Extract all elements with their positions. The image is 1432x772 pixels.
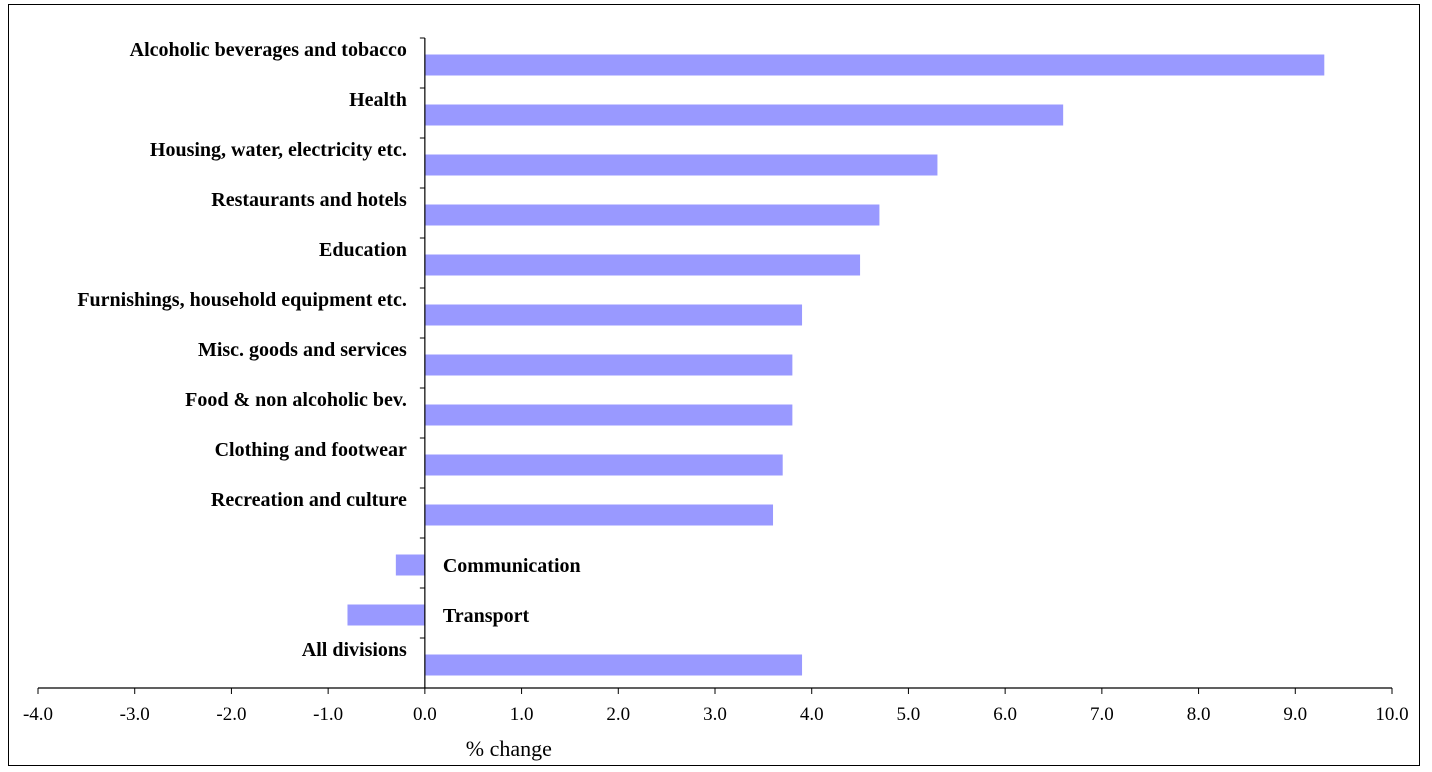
x-tick-label: 1.0 xyxy=(510,704,534,725)
x-axis-title: % change xyxy=(466,736,552,761)
x-tick-label: 7.0 xyxy=(1090,704,1114,725)
category-label: Misc. goods and services xyxy=(198,339,407,361)
x-tick-label: 9.0 xyxy=(1283,704,1307,725)
x-tick-label: 10.0 xyxy=(1375,704,1408,725)
bar xyxy=(424,404,793,426)
bar xyxy=(395,554,425,576)
category-label: Recreation and culture xyxy=(211,489,407,511)
category-label: Transport xyxy=(443,605,530,627)
bar xyxy=(424,504,774,526)
category-label: Food & non alcoholic bev. xyxy=(185,389,407,411)
bar xyxy=(424,654,803,676)
bar xyxy=(424,54,1325,76)
x-tick-label: -2.0 xyxy=(216,704,246,725)
x-tick-label: -1.0 xyxy=(313,704,343,725)
x-tick-label: -4.0 xyxy=(23,704,53,725)
category-label: Communication xyxy=(443,555,581,577)
bar xyxy=(347,604,425,626)
bar xyxy=(424,304,803,326)
x-tick-label: 5.0 xyxy=(897,704,921,725)
category-label: Housing, water, electricity etc. xyxy=(150,139,407,161)
category-labels: Alcoholic beverages and tobacco Health Hou… xyxy=(77,39,580,661)
x-tick-label: -3.0 xyxy=(120,704,150,725)
bar xyxy=(424,104,1064,126)
category-label: Alcoholic beverages and tobacco xyxy=(130,39,407,61)
x-tick-label: 6.0 xyxy=(993,704,1017,725)
category-label: Health xyxy=(349,89,407,111)
bar xyxy=(424,204,880,226)
category-label: All divisions xyxy=(302,639,407,661)
bars xyxy=(347,54,1325,676)
bar xyxy=(424,454,783,476)
bar xyxy=(424,154,938,176)
y-axis-ticks xyxy=(419,37,425,689)
category-label: Education xyxy=(319,239,407,261)
chart-frame xyxy=(8,4,1420,766)
bar xyxy=(424,254,861,276)
x-tick-label: 0.0 xyxy=(413,704,437,725)
x-axis-ticks: -4.0 -3.0 -2.0 -1.0 0.0 1.0 2.0 3.0 4.0 5.0 6.0 7.0… xyxy=(23,688,1409,725)
category-label: Clothing and footwear xyxy=(215,439,407,461)
bar xyxy=(424,354,793,376)
category-label: Furnishings, household equipment etc. xyxy=(77,289,407,311)
x-tick-label: 3.0 xyxy=(703,704,727,725)
x-tick-label: 2.0 xyxy=(606,704,630,725)
category-label: Restaurants and hotels xyxy=(211,189,407,211)
x-tick-label: 8.0 xyxy=(1187,704,1211,725)
x-tick-label: 4.0 xyxy=(800,704,824,725)
